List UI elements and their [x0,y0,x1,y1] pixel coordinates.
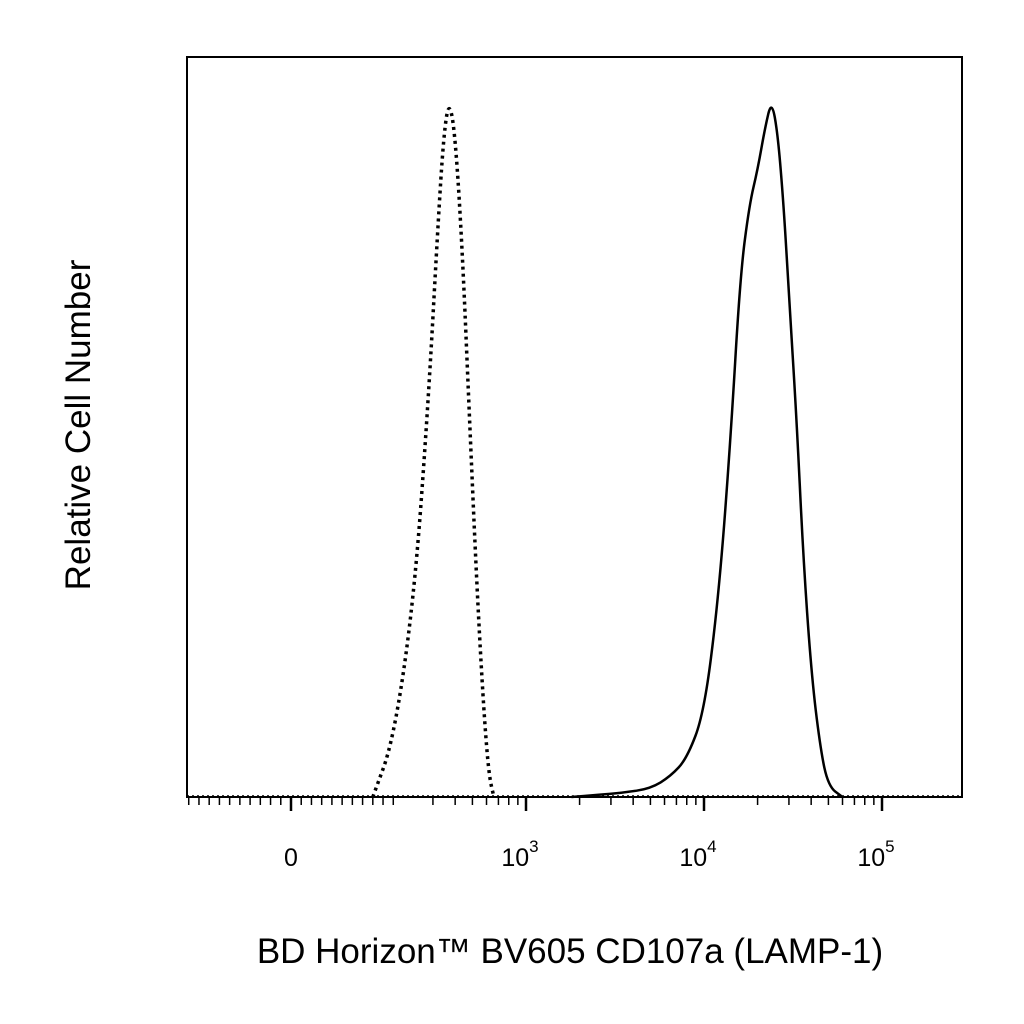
y-axis-title: Relative Cell Number [59,259,98,590]
stained-histogram-line [571,106,844,799]
x-tick-exponent: 5 [885,837,894,856]
x-minor-ticks [187,797,875,805]
x-tick-exponent: 4 [707,837,716,856]
x-tick-base: 10 [501,844,529,872]
x-tick-base: 0 [284,844,298,872]
control-histogram-line [371,106,496,798]
x-major-ticks [289,797,884,811]
x-tick-label: 105 [857,837,894,872]
x-tick-label: 104 [679,837,716,872]
x-tick-label: 0 [284,844,298,872]
x-tick-base: 10 [679,844,707,872]
plot-frame [186,56,963,798]
x-tick-label: 103 [501,837,538,872]
x-tick-exponent: 3 [529,837,538,856]
x-tick-base: 10 [857,844,885,872]
series-layer [187,106,962,799]
x-axis-title: BD Horizon™ BV605 CD107a (LAMP-1) [257,932,883,971]
x-tick-labels: 0 103 104 105 [284,837,895,872]
